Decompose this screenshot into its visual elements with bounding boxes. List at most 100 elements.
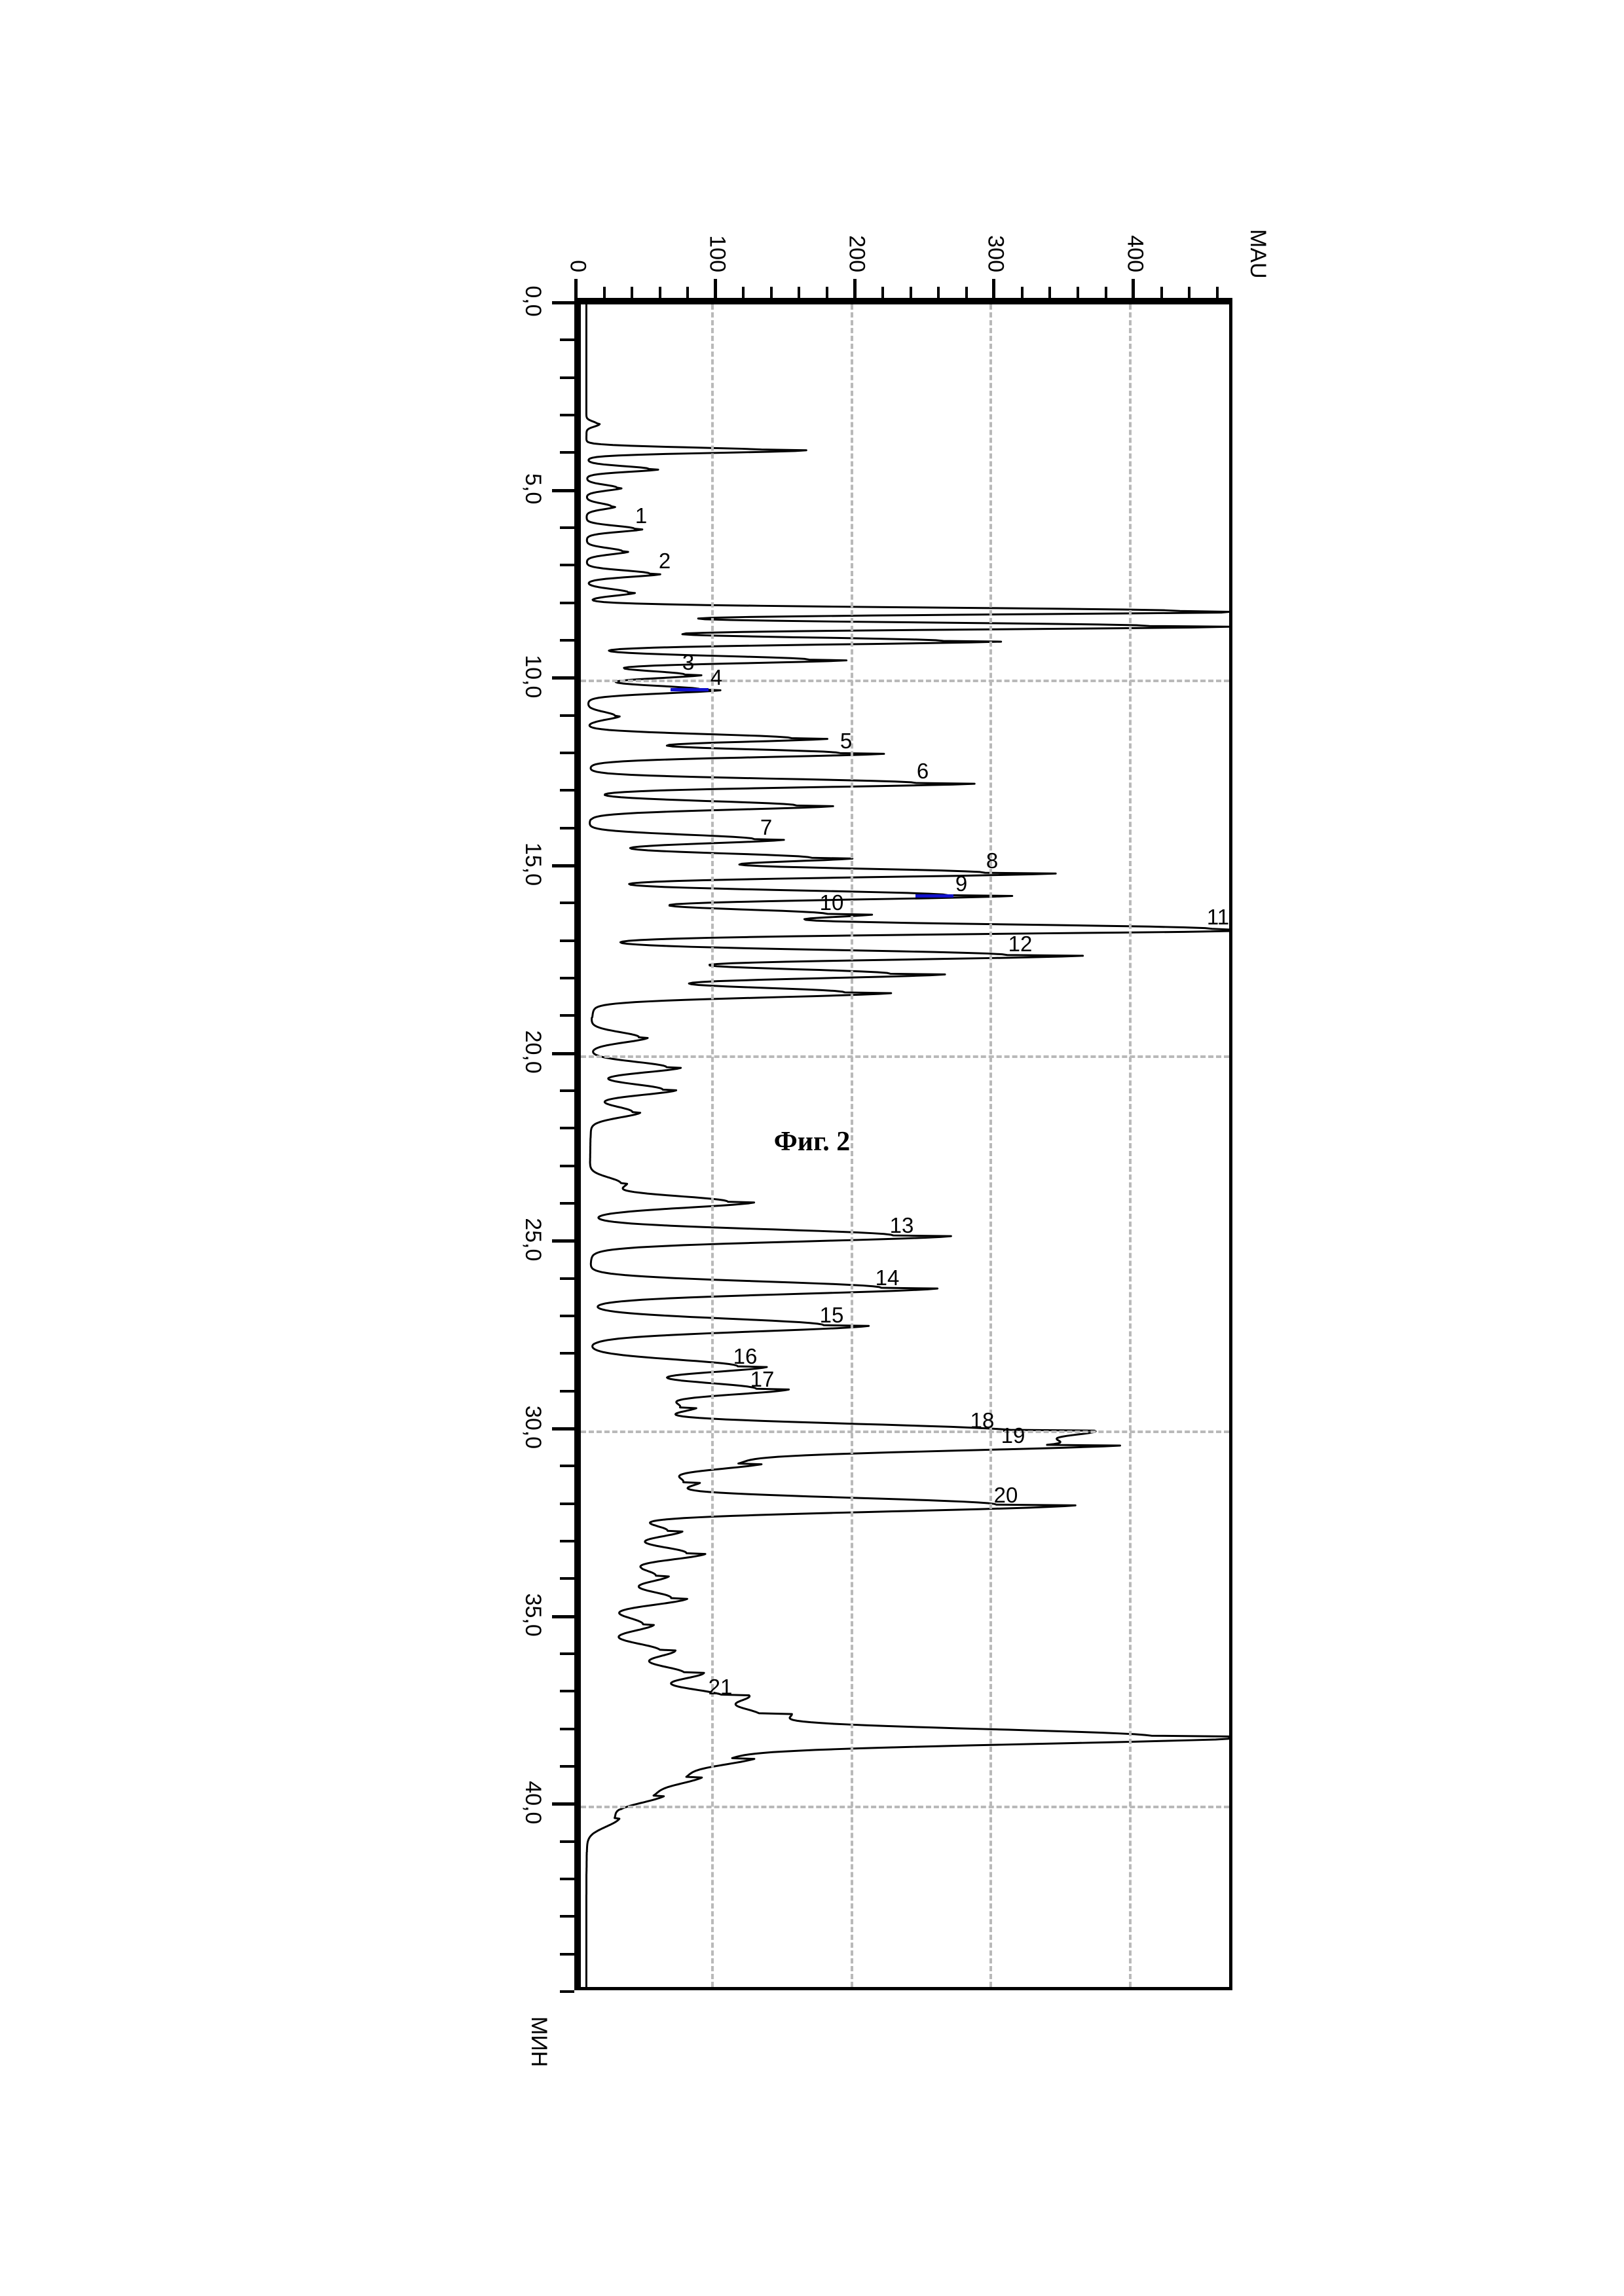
peak-marker-4 (671, 687, 709, 691)
peak-label-3: 3 (682, 651, 694, 672)
x-axis-minor-tick (560, 1352, 574, 1355)
y-axis-minor-tick (937, 287, 940, 301)
x-axis-major-tick (552, 488, 574, 492)
y-axis-tick-label: 300 (983, 235, 1008, 272)
x-axis-minor-tick (560, 1952, 574, 1955)
x-axis-minor-tick (560, 526, 574, 529)
y-axis-minor-tick (770, 287, 773, 301)
y-axis-minor-tick (1160, 287, 1163, 301)
peak-label-15: 15 (820, 1304, 844, 1326)
x-axis-major-tick (552, 301, 574, 304)
x-axis-major-tick (552, 1427, 574, 1430)
peak-label-2: 2 (659, 549, 671, 571)
figure-page: 0100200300400 MAU 0,05,010,015,020,025,0… (0, 0, 1624, 2296)
x-axis-minor-tick (560, 1990, 574, 1993)
x-axis-minor-tick (560, 1502, 574, 1504)
y-axis-minor-tick (1188, 287, 1190, 301)
x-axis-tick-label: 10,0 (520, 655, 545, 698)
peak-label-19: 19 (1001, 1424, 1025, 1446)
y-axis-minor-tick (826, 287, 828, 301)
x-axis-major-tick (552, 1802, 574, 1806)
x-axis-tick-label: 5,0 (520, 473, 545, 504)
y-axis-tick-label: 200 (843, 235, 869, 272)
y-axis-minor-tick (1021, 287, 1024, 301)
x-axis-minor-tick (560, 1465, 574, 1467)
x-axis-tick-label: 30,0 (520, 1405, 545, 1448)
x-axis-minor-tick (560, 414, 574, 416)
peak-label-14: 14 (876, 1266, 900, 1288)
y-axis-minor-tick (1105, 287, 1107, 301)
x-axis-major-tick (552, 864, 574, 867)
vertical-gridline (581, 680, 1229, 682)
y-axis-minor-tick (798, 287, 800, 301)
y-axis-tick-label: 100 (704, 235, 729, 272)
x-axis-minor-tick (560, 1540, 574, 1542)
x-axis-minor-tick (560, 564, 574, 566)
x-axis-tick-label: 40,0 (520, 1781, 545, 1824)
x-axis-minor-tick (560, 789, 574, 792)
x-axis-minor-tick (560, 338, 574, 341)
y-axis-minor-tick (881, 287, 884, 301)
x-axis-minor-tick (560, 1315, 574, 1317)
x-axis-minor-tick (560, 1840, 574, 1842)
x-axis-tick-label: 20,0 (520, 1030, 545, 1073)
peak-label-21: 21 (709, 1675, 733, 1697)
peak-label-1: 1 (635, 505, 647, 526)
vertical-gridline (581, 1806, 1229, 1808)
y-axis-minor-tick (1048, 287, 1051, 301)
x-axis-tick-label: 35,0 (520, 1593, 545, 1636)
y-axis-minor-tick (965, 287, 968, 301)
y-axis: 0100200300400 (578, 298, 1232, 301)
peak-label-13: 13 (889, 1214, 913, 1235)
x-axis-minor-tick (560, 977, 574, 979)
y-axis-minor-tick (742, 287, 745, 301)
y-axis-minor-tick (1216, 287, 1219, 301)
x-axis-tick-label: 15,0 (520, 842, 545, 885)
peak-label-18: 18 (970, 1409, 995, 1430)
peak-label-7: 7 (760, 816, 772, 837)
peak-label-6: 6 (916, 759, 928, 781)
x-axis-minor-tick (560, 1690, 574, 1692)
x-axis-minor-tick (560, 1878, 574, 1880)
x-axis-minor-tick (560, 826, 574, 829)
x-axis-minor-tick (560, 1389, 574, 1392)
x-axis-minor-tick (560, 1915, 574, 1918)
y-axis-minor-tick (631, 287, 633, 301)
x-axis-major-tick (552, 1239, 574, 1243)
x-axis-minor-tick (560, 1577, 574, 1580)
peak-label-9: 9 (955, 872, 967, 894)
x-axis-minor-tick (560, 1164, 574, 1167)
x-axis-major-tick (552, 1051, 574, 1055)
x-axis-major-tick (552, 676, 574, 680)
y-axis-major-tick (853, 279, 857, 301)
x-axis-minor-tick (560, 1089, 574, 1092)
x-axis-minor-tick (560, 714, 574, 716)
y-axis-minor-tick (603, 287, 606, 301)
peak-label-17: 17 (750, 1368, 775, 1389)
y-axis-major-tick (1132, 279, 1135, 301)
x-axis-title: МИН (526, 2016, 551, 2067)
y-axis-title: MAU (1245, 229, 1270, 279)
x-axis-minor-tick (560, 902, 574, 904)
y-axis-minor-tick (1077, 287, 1079, 301)
x-axis-minor-tick (560, 1765, 574, 1768)
x-axis-minor-tick (560, 639, 574, 642)
x-axis-minor-tick (560, 1277, 574, 1279)
y-axis-major-tick (992, 279, 995, 301)
peak-label-12: 12 (1008, 932, 1032, 954)
peak-label-11: 11 (1207, 906, 1229, 928)
y-axis-minor-tick (686, 287, 689, 301)
peak-label-20: 20 (994, 1484, 1018, 1506)
x-axis-minor-tick (560, 1202, 574, 1205)
x-axis-minor-tick (560, 1652, 574, 1655)
x-axis-minor-tick (560, 1014, 574, 1017)
x-axis-major-tick (552, 1614, 574, 1618)
y-axis-major-tick (714, 279, 717, 301)
vertical-gridline (581, 1430, 1229, 1433)
vertical-gridline (581, 1055, 1229, 1057)
x-axis-minor-tick (560, 451, 574, 454)
x-axis-minor-tick (560, 752, 574, 754)
peak-label-4: 4 (710, 666, 722, 687)
x-axis-tick-label: 25,0 (520, 1218, 545, 1261)
x-axis-minor-tick (560, 601, 574, 604)
